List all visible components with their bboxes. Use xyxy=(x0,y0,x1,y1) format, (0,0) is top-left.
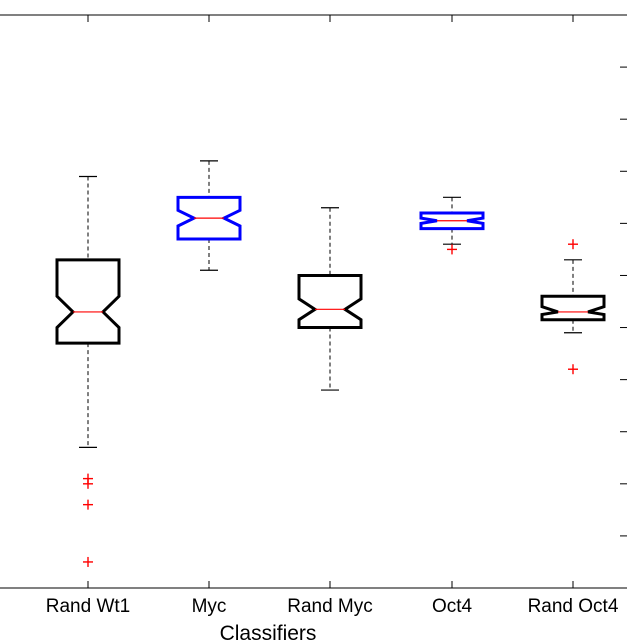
notched-box xyxy=(297,273,363,330)
x-tick-labels: Rand Wt1 Myc Rand Myc Oct4 Rand Oct4 xyxy=(46,596,619,617)
x-tick-label: Rand Myc xyxy=(287,596,373,617)
plot-area-frame xyxy=(0,15,627,588)
x-tick-label: Rand Wt1 xyxy=(46,596,130,617)
notched-box xyxy=(176,195,242,241)
box-oct4 xyxy=(419,196,485,255)
x-tick-label: Myc xyxy=(192,596,227,617)
notched-box xyxy=(55,258,121,345)
y-axis-ticks xyxy=(620,66,627,537)
x-tick-label: Rand Oct4 xyxy=(528,596,619,617)
box-rand-wt1 xyxy=(55,175,121,567)
x-tick-label: Oct4 xyxy=(432,596,473,617)
x-axis-ticks xyxy=(87,15,574,588)
boxes-group xyxy=(55,160,606,567)
box-rand-oct4 xyxy=(540,239,606,375)
x-axis-title: Classifiers xyxy=(220,622,317,643)
notched-box xyxy=(419,211,485,231)
box-myc xyxy=(176,160,242,271)
box-rand-myc xyxy=(297,207,363,391)
notched-box xyxy=(540,294,606,322)
